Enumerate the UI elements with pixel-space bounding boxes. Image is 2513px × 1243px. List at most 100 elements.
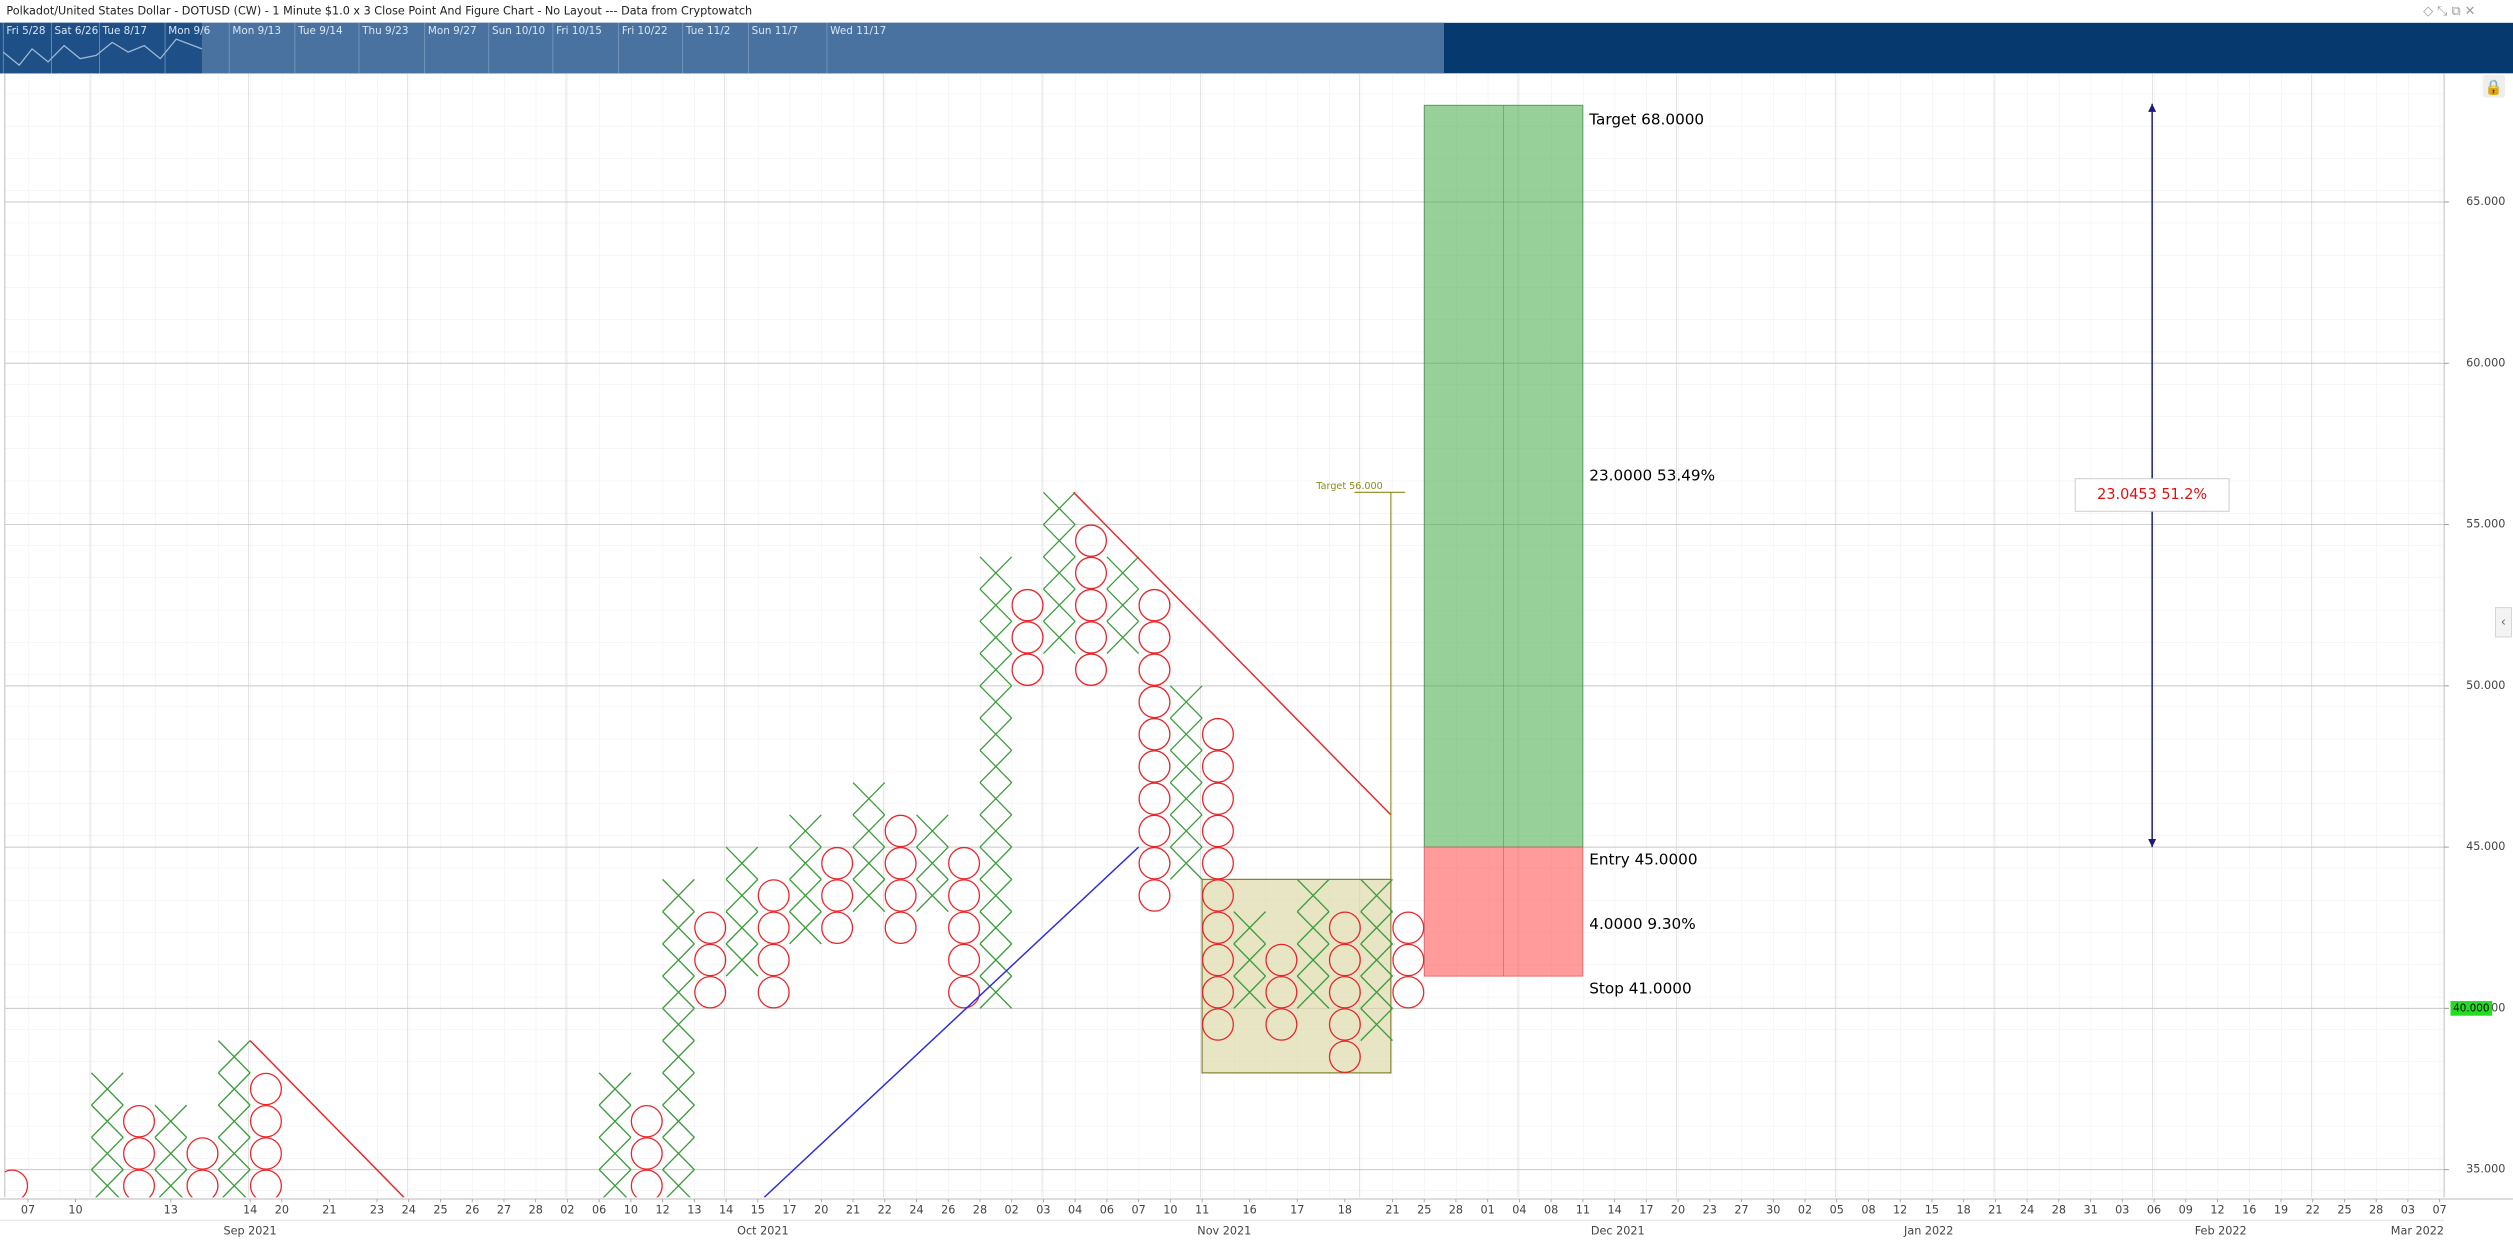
x-box <box>154 1104 188 1138</box>
o-box <box>1011 621 1044 654</box>
navigator-label: Mon 9/6 <box>168 25 210 37</box>
o-box <box>123 1104 156 1138</box>
x-tick-label: 20 <box>275 1203 289 1216</box>
o-box <box>1201 911 1234 945</box>
x-box <box>90 1169 124 1198</box>
y-tick-label: 55.000 <box>2466 517 2505 530</box>
x-tick-label: 28 <box>2052 1203 2066 1216</box>
o-box <box>821 879 854 912</box>
y-tick-label: 35.000 <box>2466 1163 2505 1176</box>
y-tick-label: 50.000 <box>2466 679 2505 692</box>
o-box <box>821 911 854 945</box>
x-tick-label: 20 <box>814 1203 828 1216</box>
x-tick-label: 10 <box>68 1203 82 1216</box>
x-box <box>916 846 949 880</box>
x-column <box>662 878 695 1198</box>
o-box <box>630 1104 663 1138</box>
o-box <box>249 1072 282 1106</box>
o-box <box>1328 911 1361 945</box>
x-column <box>1106 556 1140 655</box>
x-tick-label: 07 <box>21 1203 35 1216</box>
x-box <box>789 846 822 880</box>
x-box <box>1169 846 1203 880</box>
x-tick-label: 31 <box>2083 1203 2097 1216</box>
x-box <box>1169 685 1203 719</box>
x-box <box>979 653 1013 687</box>
o-box <box>948 911 981 945</box>
x-tick-label: 27 <box>1734 1203 1748 1216</box>
x-tick-label: 06 <box>2147 1203 2161 1216</box>
o-box <box>1392 975 1425 1009</box>
o-column <box>249 1072 282 1198</box>
trend-line <box>763 846 1140 1198</box>
o-column <box>1265 943 1298 1041</box>
month-label: Nov 2021 <box>1197 1225 1251 1238</box>
x-tick-label: 15 <box>751 1203 765 1216</box>
window-controls[interactable]: ◇ ⤡ ⧉ ✕ <box>2423 4 2475 19</box>
x-tick-label: 07 <box>1131 1203 1145 1216</box>
x-tick-label: 08 <box>1861 1203 1875 1216</box>
lock-icon[interactable]: 🔒 <box>2485 79 2503 96</box>
x-tick-label: 16 <box>1243 1203 1257 1216</box>
lock-button[interactable] <box>2482 74 2505 98</box>
x-column <box>916 814 949 913</box>
o-box <box>694 911 727 945</box>
x-column <box>725 846 759 977</box>
x-box <box>789 814 822 848</box>
o-box <box>1265 1008 1298 1041</box>
o-column <box>1011 588 1044 686</box>
x-box <box>662 1104 695 1138</box>
o-column <box>186 1137 219 1198</box>
o-box <box>1265 975 1298 1009</box>
navigator-label: Fri 10/22 <box>622 25 668 37</box>
x-box <box>1296 911 1330 945</box>
x-tick-label: 22 <box>878 1203 892 1216</box>
o-box <box>948 846 981 880</box>
x-box <box>979 556 1013 590</box>
x-box <box>1106 588 1140 622</box>
o-box <box>1392 911 1425 945</box>
o-box <box>1201 879 1234 912</box>
x-box <box>662 878 695 913</box>
trend-line <box>1073 491 1392 816</box>
x-tick-label: 03 <box>1036 1203 1050 1216</box>
x-tick-label: 10 <box>1163 1203 1177 1216</box>
navigator-label: Sun 10/10 <box>492 25 545 37</box>
month-label: Feb 2022 <box>2195 1225 2247 1238</box>
x-tick-label: 18 <box>1338 1203 1352 1216</box>
x-box <box>90 1104 124 1138</box>
last-price-label: 40.000 <box>2453 1002 2489 1014</box>
y-tick-label: 65.000 <box>2466 195 2505 208</box>
y-tick-label: 60.000 <box>2466 356 2505 369</box>
navigator-line <box>2 38 203 67</box>
navigator-label: Thu 9/23 <box>361 25 408 37</box>
x-box <box>916 814 949 848</box>
range-box <box>1201 878 1392 1074</box>
x-tick-label: 05 <box>1830 1203 1844 1216</box>
x-box <box>1233 975 1266 1009</box>
x-box <box>725 943 759 977</box>
x-box <box>979 782 1013 816</box>
x-tick-label: 19 <box>2274 1203 2288 1216</box>
side-panel-arrow[interactable]: ‹ <box>2501 615 2506 630</box>
x-box <box>90 1072 124 1106</box>
target-label: Target 56.000 <box>1315 481 1382 492</box>
x-box <box>1106 556 1140 590</box>
x-box <box>725 846 759 880</box>
x-tick-label: 02 <box>560 1203 574 1216</box>
position-label: Stop 41.0000 <box>1589 980 1691 998</box>
side-panel-toggle[interactable] <box>2494 607 2512 638</box>
x-box <box>217 1104 251 1138</box>
o-box <box>1138 750 1171 783</box>
x-box <box>1360 943 1393 977</box>
o-column <box>821 846 854 945</box>
x-box <box>852 814 886 848</box>
x-tick-label: 22 <box>2306 1203 2320 1216</box>
last-price-tag <box>2450 1001 2493 1016</box>
x-box <box>217 1169 251 1198</box>
x-box <box>1169 717 1203 751</box>
x-box <box>852 846 886 880</box>
navigator-window[interactable] <box>0 22 1445 74</box>
x-box <box>1233 911 1266 945</box>
